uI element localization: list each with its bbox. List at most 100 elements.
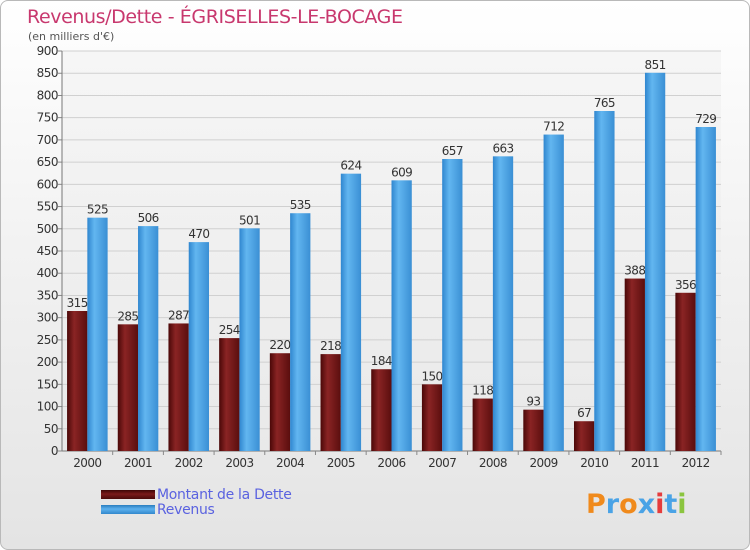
legend-swatch-revenus (101, 505, 155, 514)
bar-dette (421, 384, 443, 451)
bar-dette-label: 220 (269, 338, 290, 352)
legend-item-revenus: Revenus (101, 501, 292, 518)
bar-revenus (695, 127, 716, 451)
bar-dette-label: 287 (168, 308, 189, 322)
bar-dette (117, 324, 139, 451)
x-tick-label: 2004 (276, 456, 304, 470)
bar-revenus-label: 525 (87, 203, 108, 217)
bar-revenus (543, 134, 564, 452)
bar-dette-label: 67 (577, 406, 591, 420)
y-tick-label: 550 (37, 200, 58, 214)
x-tick-label: 2010 (580, 456, 608, 470)
x-tick-label: 2007 (428, 456, 456, 470)
logo-letter: r (605, 489, 620, 520)
x-tick-label: 2002 (175, 456, 203, 470)
bar-dette (675, 292, 696, 451)
x-tick-label: 2003 (225, 456, 253, 470)
legend-label-revenus: Revenus (157, 501, 215, 518)
y-tick-label: 500 (37, 222, 58, 236)
x-tick-label: 2012 (682, 456, 710, 470)
logo-letter: o (619, 489, 638, 520)
bar-dette (371, 369, 392, 451)
bar-dette-label: 356 (675, 278, 696, 292)
y-tick-label: 100 (37, 400, 58, 414)
bar-dette (573, 421, 595, 451)
y-tick-label: 50 (44, 422, 58, 436)
bar-revenus (391, 180, 412, 452)
bar-revenus (594, 111, 615, 451)
bar-dette-label: 285 (117, 309, 138, 323)
bar-revenus-label: 657 (442, 144, 463, 158)
bar-revenus (492, 156, 514, 452)
x-tick-label: 2009 (530, 456, 558, 470)
logo-letter: t (664, 489, 678, 520)
y-tick-label: 350 (37, 288, 58, 302)
bar-revenus-label: 624 (340, 159, 361, 173)
legend-label-dette: Montant de la Dette (157, 486, 292, 503)
proxiti-logo: Proxiti (586, 489, 687, 520)
bar-dette (168, 323, 189, 451)
bar-dette-label: 388 (624, 264, 645, 278)
bar-dette (219, 338, 240, 451)
logo-letter: i (677, 489, 687, 520)
x-tick-label: 2008 (479, 456, 507, 470)
bar-dette (320, 354, 341, 451)
chart-subtitle: (en milliers d'€) (28, 30, 115, 43)
bar-revenus (239, 228, 260, 451)
y-tick-label: 650 (37, 155, 58, 169)
logo-letter: x (637, 489, 656, 520)
logo-letter: i (655, 489, 665, 520)
bar-revenus-label: 470 (188, 227, 209, 241)
y-tick-label: 200 (37, 355, 58, 369)
bar-revenus-label: 729 (695, 112, 716, 126)
bar-dette (67, 311, 88, 451)
bar-revenus-label: 765 (594, 96, 615, 110)
bar-dette-label: 118 (472, 384, 493, 398)
bar-revenus (442, 159, 463, 451)
bar-dette (523, 409, 544, 451)
y-tick-label: 850 (37, 66, 58, 80)
bar-dette-label: 315 (67, 296, 88, 310)
legend: Montant de la Dette Revenus (101, 486, 292, 518)
bar-revenus-label: 501 (239, 213, 260, 227)
y-tick-label: 300 (37, 311, 58, 325)
bar-revenus (290, 213, 311, 451)
bar-revenus (188, 242, 210, 451)
bar-revenus (340, 173, 362, 451)
x-tick-label: 2006 (377, 456, 405, 470)
y-tick-label: 900 (37, 44, 58, 58)
logo-letter: P (586, 489, 606, 520)
bar-dette (624, 278, 645, 451)
chart-title: Revenus/Dette - ÉGRISELLES-LE-BOCAGE (27, 6, 403, 28)
bar-dette-label: 93 (526, 395, 540, 409)
bar-revenus-label: 851 (645, 58, 666, 72)
bar-dette (472, 398, 493, 451)
bar-revenus-label: 506 (138, 211, 159, 225)
y-tick-label: 400 (37, 266, 58, 280)
bar-dette (269, 353, 291, 451)
bar-dette-label: 150 (421, 369, 442, 383)
bar-revenus-label: 663 (492, 141, 513, 155)
y-tick-label: 700 (37, 133, 58, 147)
bar-revenus-label: 712 (543, 120, 564, 134)
bar-revenus (138, 226, 159, 451)
y-tick-label: 250 (37, 333, 58, 347)
bar-dette-label: 254 (219, 323, 240, 337)
bar-dette-label: 218 (320, 339, 341, 353)
legend-item-dette: Montant de la Dette (101, 486, 292, 503)
x-tick-label: 2001 (124, 456, 152, 470)
y-tick-label: 150 (37, 377, 58, 391)
y-tick-label: 0 (51, 444, 58, 458)
bar-revenus (87, 217, 108, 451)
x-tick-label: 2000 (73, 456, 101, 470)
y-tick-label: 450 (37, 244, 58, 258)
x-tick-label: 2005 (327, 456, 355, 470)
legend-swatch-dette (101, 490, 155, 499)
bar-revenus-label: 609 (391, 165, 412, 179)
bar-revenus (644, 72, 666, 452)
x-tick-label: 2011 (631, 456, 659, 470)
bar-dette-label: 184 (371, 354, 392, 368)
y-tick-label: 600 (37, 177, 58, 191)
